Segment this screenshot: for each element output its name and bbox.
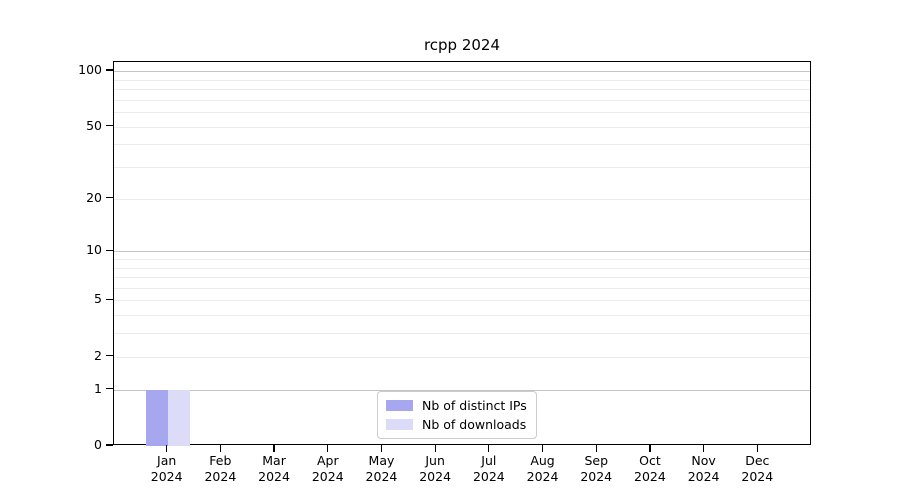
x-tick-label-nov: Nov 2024 bbox=[674, 453, 734, 485]
x-tick-month: Mar bbox=[262, 453, 286, 468]
x-tick-mark bbox=[327, 445, 329, 452]
x-tick-mark bbox=[380, 445, 383, 452]
gridline-minor bbox=[114, 287, 810, 289]
legend-row-downloads: Nb of downloads bbox=[386, 417, 527, 432]
x-tick-month: Oct bbox=[639, 453, 661, 468]
y-tick-label: 2 bbox=[94, 347, 102, 363]
y-tick-mark bbox=[106, 197, 113, 199]
y-tick-label: 50 bbox=[86, 117, 102, 133]
x-tick-year: 2024 bbox=[687, 469, 720, 484]
gridline-minor bbox=[114, 99, 810, 101]
bar-downloads-jan bbox=[167, 389, 190, 446]
x-tick-month: Jun bbox=[425, 453, 445, 468]
x-tick-month: Nov bbox=[691, 453, 716, 468]
x-tick-year: 2024 bbox=[311, 469, 344, 484]
plot-area bbox=[113, 61, 811, 446]
gridline-major bbox=[114, 71, 810, 73]
gridline-major bbox=[114, 251, 810, 253]
y-tick-mark bbox=[106, 388, 113, 390]
x-tick-year: 2024 bbox=[526, 469, 559, 484]
x-tick-label-jun: Jun 2024 bbox=[405, 453, 465, 485]
y-tick-mark bbox=[106, 69, 113, 71]
y-tick-label: 0 bbox=[94, 437, 102, 452]
x-tick-label-feb: Feb 2024 bbox=[190, 453, 250, 485]
x-tick-year: 2024 bbox=[580, 469, 613, 484]
bar-distinct-ips-jan bbox=[145, 389, 168, 446]
legend-row-distinct-ips: Nb of distinct IPs bbox=[386, 398, 527, 413]
y-tick-mark bbox=[106, 444, 113, 446]
x-tick-mark bbox=[434, 445, 436, 452]
x-tick-mark bbox=[488, 445, 490, 452]
gridline-minor bbox=[114, 79, 810, 81]
gridline-minor bbox=[114, 112, 810, 114]
x-tick-month: Aug bbox=[530, 453, 555, 468]
gridline-minor bbox=[114, 126, 810, 128]
y-tick-mark bbox=[106, 355, 113, 357]
x-tick-label-sep: Sep 2024 bbox=[566, 453, 626, 485]
legend-label-distinct-ips: Nb of distinct IPs bbox=[422, 398, 527, 413]
gridline-minor bbox=[114, 300, 810, 302]
x-tick-month: Dec bbox=[745, 453, 770, 468]
x-tick-label-aug: Aug 2024 bbox=[513, 453, 573, 485]
gridline-minor bbox=[114, 144, 810, 146]
y-tick-label: 1 bbox=[94, 380, 102, 396]
x-tick-month: May bbox=[368, 453, 395, 468]
x-tick-mark bbox=[166, 445, 168, 452]
gridline-minor bbox=[114, 198, 810, 200]
chart-title: rcpp 2024 bbox=[423, 36, 501, 54]
y-tick-label: 100 bbox=[78, 62, 102, 78]
x-tick-month: Jan bbox=[157, 453, 177, 468]
legend-swatch-downloads bbox=[386, 419, 413, 430]
y-tick-label: 5 bbox=[94, 291, 102, 307]
x-tick-label-apr: Apr 2024 bbox=[298, 453, 358, 485]
x-tick-label-jul: Jul 2024 bbox=[459, 453, 519, 485]
legend-swatch-distinct-ips bbox=[386, 400, 413, 411]
gridline-minor bbox=[114, 89, 810, 91]
x-tick-month: Sep bbox=[584, 453, 608, 468]
gridline-minor bbox=[114, 277, 810, 279]
y-tick-mark bbox=[106, 249, 113, 251]
x-tick-label-mar: Mar 2024 bbox=[244, 453, 304, 485]
x-tick-label-jan: Jan 2024 bbox=[137, 453, 197, 485]
x-tick-mark bbox=[756, 445, 758, 452]
x-tick-year: 2024 bbox=[204, 469, 237, 484]
legend: Nb of distinct IPs Nb of downloads bbox=[377, 391, 537, 439]
x-tick-year: 2024 bbox=[419, 469, 452, 484]
x-tick-year: 2024 bbox=[365, 469, 398, 484]
x-tick-month: Apr bbox=[316, 453, 339, 468]
y-tick-mark bbox=[106, 298, 113, 301]
x-tick-label-dec: Dec 2024 bbox=[727, 453, 787, 485]
gridline-minor bbox=[114, 267, 810, 269]
x-tick-year: 2024 bbox=[741, 469, 774, 484]
x-tick-year: 2024 bbox=[258, 469, 290, 484]
x-tick-year: 2024 bbox=[150, 469, 183, 484]
gridline-minor bbox=[114, 167, 810, 169]
x-tick-mark bbox=[702, 445, 705, 452]
y-tick-label: 20 bbox=[86, 189, 102, 205]
legend-label-downloads: Nb of downloads bbox=[422, 417, 527, 432]
x-tick-month: Feb bbox=[209, 453, 232, 468]
gridline-minor bbox=[114, 258, 810, 260]
x-tick-mark bbox=[273, 445, 275, 452]
gridline-minor bbox=[114, 333, 810, 335]
gridline-minor bbox=[114, 315, 810, 317]
x-tick-month: Jul bbox=[481, 453, 497, 468]
x-tick-year: 2024 bbox=[634, 469, 666, 484]
x-tick-year: 2024 bbox=[472, 469, 505, 484]
gridline-minor bbox=[114, 356, 810, 358]
gridline-major bbox=[114, 389, 810, 391]
y-tick-label: 10 bbox=[86, 242, 102, 258]
y-tick-mark bbox=[106, 124, 113, 127]
x-tick-mark bbox=[219, 445, 222, 452]
x-tick-mark bbox=[541, 445, 544, 452]
x-tick-label-may: May 2024 bbox=[351, 453, 411, 485]
x-tick-mark bbox=[649, 445, 651, 452]
x-tick-mark bbox=[595, 445, 597, 452]
x-tick-label-oct: Oct 2024 bbox=[620, 453, 680, 485]
